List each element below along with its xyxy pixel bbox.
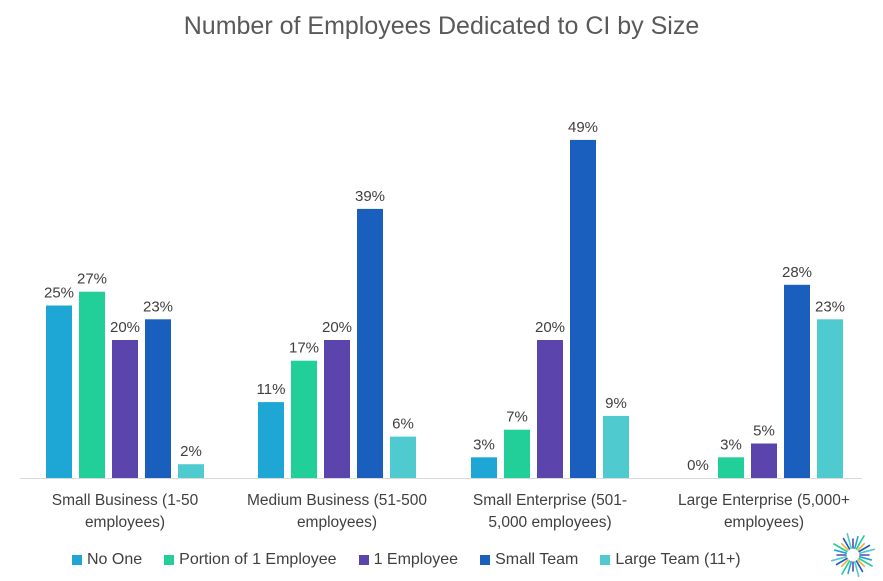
bar — [471, 457, 497, 478]
bar — [537, 340, 563, 478]
bar — [258, 402, 284, 478]
legend-item: Large Team (11+) — [600, 551, 741, 569]
category-label: employees) — [297, 514, 377, 531]
category-label: Large Enterprise (5,000+ — [678, 492, 850, 509]
data-label: 20% — [110, 319, 140, 336]
bar — [145, 319, 171, 478]
data-label: 5% — [753, 423, 775, 440]
legend-label: Large Team (11+) — [615, 551, 741, 568]
bar — [324, 340, 350, 478]
bar — [79, 291, 105, 478]
bar — [751, 443, 777, 478]
category-label: employees) — [85, 514, 165, 531]
category-label: employees) — [724, 514, 804, 531]
legend-swatch — [600, 555, 611, 565]
category-label: Small Business (1-50 — [52, 492, 199, 509]
legend-label: Small Team — [495, 551, 579, 568]
legend-label: No One — [87, 551, 143, 568]
legend-label: 1 Employee — [373, 551, 459, 568]
category-label: 5,000 employees) — [488, 514, 611, 531]
bar — [390, 436, 416, 478]
category-label: Medium Business (51-500 — [247, 492, 427, 509]
bar — [357, 208, 383, 478]
legend-swatch — [358, 555, 369, 565]
bar — [291, 360, 317, 478]
data-label: 0% — [687, 457, 709, 474]
legend-item: 1 Employee — [358, 551, 459, 569]
legend-item: Portion of 1 Employee — [164, 551, 337, 569]
data-label: 27% — [77, 271, 107, 288]
legend-item: No One — [72, 551, 142, 569]
data-label: 23% — [815, 298, 845, 315]
legend-swatch — [480, 555, 491, 565]
legend-label: Portion of 1 Employee — [179, 551, 337, 568]
bar — [178, 464, 204, 478]
data-label: 7% — [506, 409, 528, 426]
data-label: 2% — [180, 443, 202, 460]
bar — [718, 457, 744, 478]
data-label: 25% — [44, 285, 74, 302]
sunburst-logo-icon — [830, 532, 876, 578]
data-label: 9% — [605, 395, 627, 412]
data-label: 39% — [355, 188, 385, 205]
data-label: 23% — [143, 298, 173, 315]
data-label: 17% — [289, 340, 319, 357]
category-label: Small Enterprise (501- — [473, 492, 627, 509]
data-label: 3% — [473, 436, 495, 453]
legend-item: Small Team — [480, 551, 578, 569]
legend-swatch — [164, 555, 175, 565]
legend-swatch — [72, 555, 82, 565]
legend: No One Portion of 1 Employee 1 Employee Sma… — [72, 551, 832, 569]
bar — [784, 284, 810, 478]
bar — [46, 305, 72, 478]
data-label: 20% — [535, 319, 565, 336]
data-label: 49% — [568, 119, 598, 136]
data-label: 11% — [257, 381, 286, 398]
bar — [112, 340, 138, 478]
bar — [603, 415, 629, 478]
bar — [570, 139, 596, 478]
data-label: 6% — [392, 416, 414, 433]
data-label: 3% — [720, 436, 742, 453]
data-label: 20% — [322, 319, 352, 336]
chart-title: Number of Employees Dedicated to CI by S… — [183, 12, 700, 40]
bar — [504, 429, 530, 478]
bar — [817, 319, 843, 478]
data-label: 28% — [782, 264, 812, 281]
